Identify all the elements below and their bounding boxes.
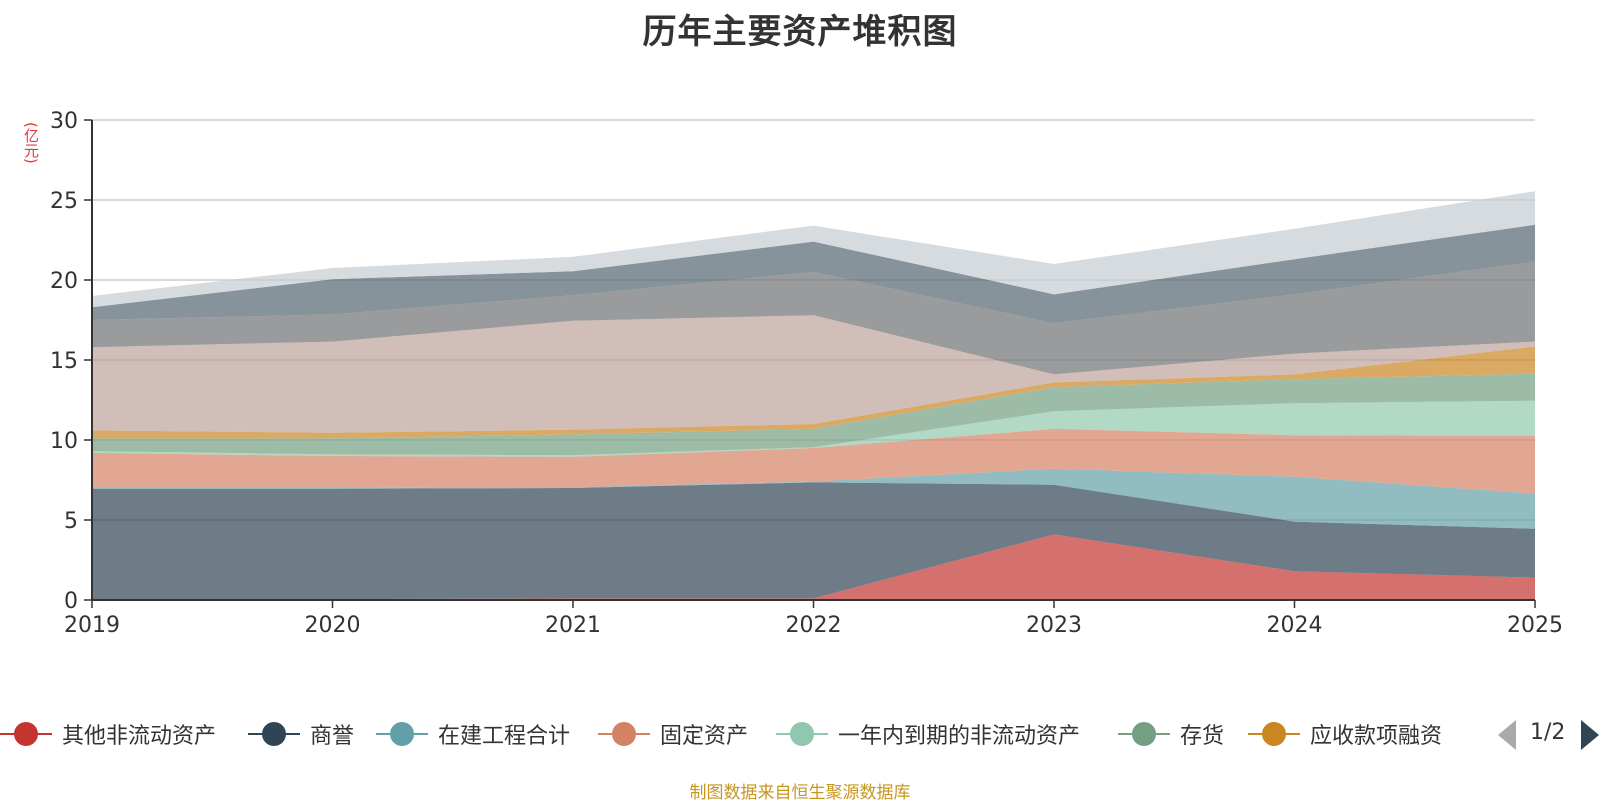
- legend-label: 其他非流动资产: [62, 724, 217, 749]
- legend-pager: 1/2: [1498, 720, 1600, 752]
- legend-label: 应收款项融资: [1310, 724, 1443, 749]
- x-tick-labels: 2019 2020 2021 2022 2023 2024 2025: [64, 613, 1563, 638]
- next-page-icon[interactable]: [1581, 720, 1599, 750]
- legend-item[interactable]: 应收款项融资: [1248, 716, 1442, 752]
- x-tick-label: 2021: [545, 613, 601, 638]
- legend-item[interactable]: 固定资产: [598, 716, 748, 752]
- area-series-0: [92, 534, 1535, 600]
- legend-marker: [0, 716, 52, 752]
- axes: [84, 119, 1536, 608]
- legend-item[interactable]: 一年内到期的非流动资产: [776, 716, 1080, 752]
- previous-page-icon[interactable]: [1498, 720, 1516, 750]
- x-tick-label: 2022: [786, 613, 842, 638]
- legend-item[interactable]: 存货: [1118, 716, 1224, 752]
- area-series-5: [92, 373, 1535, 456]
- y-axis-unit-label: (亿元): [22, 122, 40, 164]
- y-tick-label: 30: [50, 109, 78, 134]
- legend-marker: [248, 716, 300, 752]
- chart-title: 历年主要资产堆积图: [642, 12, 958, 52]
- legend-marker: [376, 716, 428, 752]
- y-tick-label: 5: [64, 509, 78, 534]
- legend-item[interactable]: 在建工程合计: [376, 716, 570, 752]
- source-note: 制图数据来自恒生聚源数据库: [689, 783, 911, 803]
- y-tick-label: 15: [50, 349, 78, 374]
- legend-marker: [1118, 716, 1170, 752]
- legend-page-indicator: 1/2: [1530, 720, 1566, 745]
- area-series-3: [92, 428, 1535, 494]
- x-tick-label: 2019: [64, 613, 120, 638]
- y-tick-labels: 0 5 10 15 20 25 30: [50, 109, 78, 614]
- x-tick-label: 2024: [1267, 613, 1323, 638]
- area-series-1: [92, 482, 1535, 600]
- legend-label: 在建工程合计: [438, 724, 571, 749]
- legend-label: 固定资产: [660, 724, 749, 749]
- x-tick-label: 2020: [305, 613, 361, 638]
- y-tick-label: 25: [50, 189, 78, 214]
- legend-marker: [776, 716, 828, 752]
- x-tick-label: 2023: [1026, 613, 1082, 638]
- legend-marker: [1248, 716, 1300, 752]
- area-series-8: [92, 261, 1535, 375]
- y-tick-label: 20: [50, 269, 78, 294]
- area-series-10: [92, 191, 1535, 308]
- area-series-2: [92, 468, 1535, 529]
- legend-item[interactable]: 商誉: [248, 716, 354, 752]
- legend-marker: [598, 716, 650, 752]
- area-series: [92, 191, 1535, 600]
- x-tick-label: 2025: [1507, 613, 1563, 638]
- y-tick-label: 0: [64, 589, 78, 614]
- legend-label: 存货: [1180, 724, 1225, 749]
- legend: 其他非流动资产 商誉 在建工程合计 固定资产 一年内到期的非流动资产: [0, 716, 1600, 752]
- area-series-9: [92, 224, 1535, 324]
- legend-label: 一年内到期的非流动资产: [838, 724, 1081, 749]
- y-tick-label: 10: [50, 429, 78, 454]
- area-series-4: [92, 400, 1535, 457]
- legend-label: 商誉: [310, 724, 355, 749]
- area-series-7: [92, 315, 1535, 433]
- legend-item[interactable]: 其他非流动资产: [0, 716, 216, 752]
